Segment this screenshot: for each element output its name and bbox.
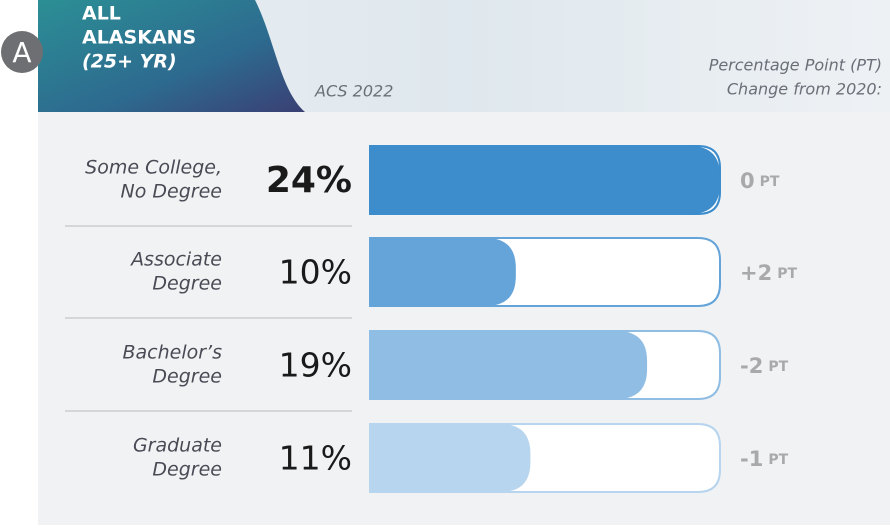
category-label: Graduate xyxy=(133,435,222,457)
bar xyxy=(370,424,531,492)
title-block xyxy=(38,0,305,112)
badge-letter: A xyxy=(12,36,31,69)
change-unit: PT xyxy=(768,452,788,468)
change-value: -1 xyxy=(740,447,763,471)
title-line: ALL xyxy=(82,3,121,25)
bar xyxy=(370,238,516,306)
change-label: 0 PT xyxy=(740,169,780,193)
value-label: 11% xyxy=(279,439,352,478)
change-unit: PT xyxy=(768,359,788,375)
title-line: (25+ YR) xyxy=(82,51,177,73)
category-label: Associate xyxy=(129,249,222,271)
category-label: Degree xyxy=(152,273,222,295)
badge xyxy=(1,31,43,73)
change-header: Percentage Point (PT) xyxy=(709,56,882,75)
value-label: 19% xyxy=(279,346,352,385)
source: ACS 2022 xyxy=(314,82,393,101)
bar xyxy=(370,146,720,214)
category-label: Degree xyxy=(152,366,222,388)
change-value: -2 xyxy=(740,354,763,378)
change-unit: PT xyxy=(777,266,797,282)
category-label: No Degree xyxy=(121,181,222,203)
bar xyxy=(370,331,648,399)
title-line: ALASKANS xyxy=(82,27,196,49)
change-label: -1 PT xyxy=(740,447,789,471)
change-value: +2 xyxy=(740,261,772,285)
value-label: 10% xyxy=(279,253,352,292)
category-label: Some College, xyxy=(85,157,222,179)
value-label: 24% xyxy=(266,160,352,201)
change-unit: PT xyxy=(760,174,780,190)
category-label: Bachelor’s xyxy=(122,342,222,364)
category-label: Degree xyxy=(152,459,222,481)
change-label: +2 PT xyxy=(740,261,797,285)
change-header: Change from 2020: xyxy=(727,80,882,99)
change-value: 0 xyxy=(740,169,755,193)
change-label: -2 PT xyxy=(740,354,789,378)
